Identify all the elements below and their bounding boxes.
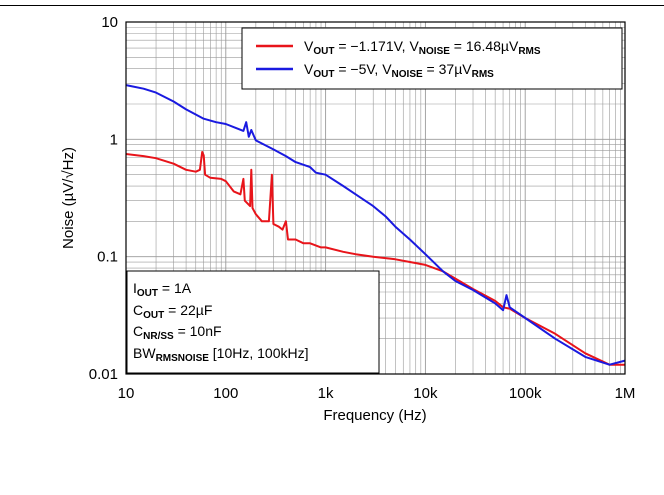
series-line-blue [125,84,626,366]
condition-cnrss: CNR/SS = 10nF [133,323,222,342]
conditions-box [126,270,380,374]
y-tick-label: 10 [101,14,118,31]
x-axis-title: Frequency (Hz) [323,407,426,424]
x-tick-label: 1k [318,385,334,402]
y-tick-label: 0.1 [97,249,118,266]
x-tick-label: 1M [615,385,636,402]
y-axis-title: Noise (µV/√Hz) [60,147,77,249]
x-tick-label: 100 [213,385,238,402]
condition-bw: BWRMSNOISE [10Hz, 100kHz] [133,345,309,364]
legend-entry-red: VOUT = −1.171V, VNOISE = 16.48µVRMS [304,38,541,57]
series-line-red [125,151,625,366]
x-tick-label: 100k [509,385,542,402]
condition-cout: COUT = 22µF [133,302,212,321]
series-lines [125,84,626,366]
tick-labels: 10 100 1k 10k 100k 1M 0.01 0.1 1 10 [89,14,636,402]
legend-entry-blue: VOUT = −5V, VNOISE = 37µVRMS [304,61,494,80]
conditions-note: IOUT = 1A COUT = 22µF CNR/SS = 10nF BWRM… [126,270,380,374]
y-tick-label: 0.01 [89,366,118,383]
y-tick-label: 1 [110,131,118,148]
condition-iout: IOUT = 1A [133,280,192,299]
legend: VOUT = −1.171V, VNOISE = 16.48µVRMS VOUT… [241,27,623,90]
plot-frame [125,21,626,375]
x-tick-label: 10k [413,385,438,402]
x-tick-label: 10 [118,385,135,402]
top-rule [0,5,664,6]
legend-box [241,27,623,90]
